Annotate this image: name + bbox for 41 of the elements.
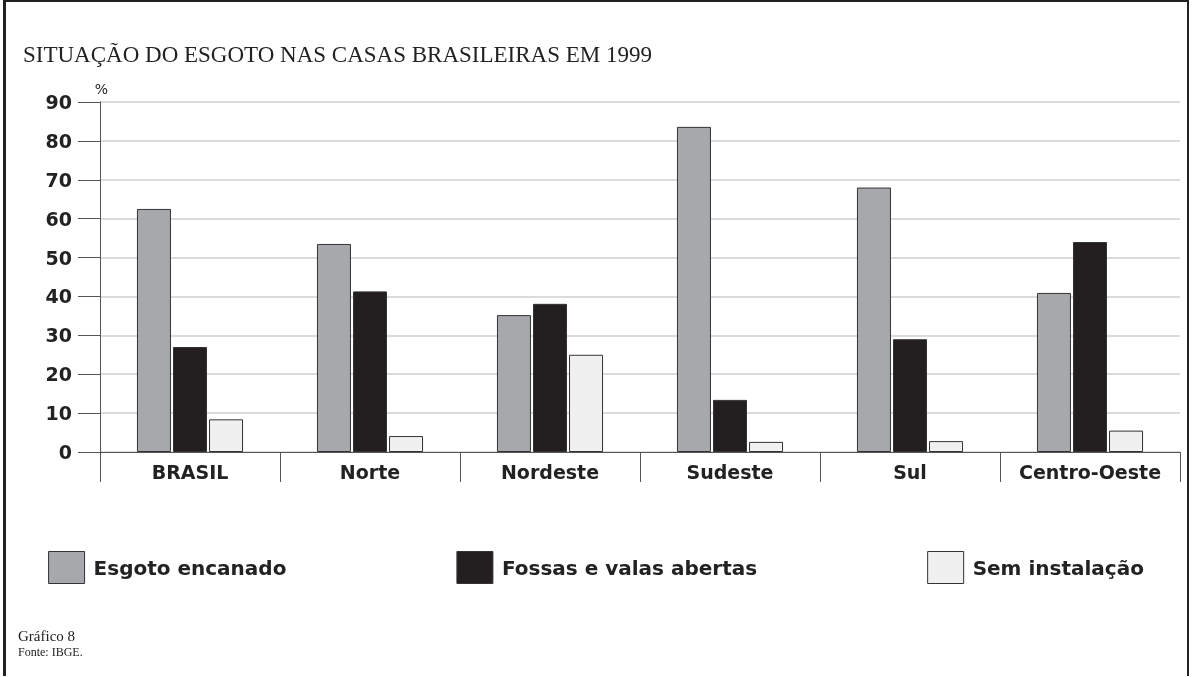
- legend-label: Esgoto encanado: [93, 555, 287, 580]
- x-tick-label: Centro-Oeste: [1018, 460, 1162, 483]
- y-tick-label: 60: [45, 207, 72, 230]
- bar: [389, 436, 424, 452]
- bar: [533, 303, 567, 452]
- y-tick-label: 40: [45, 285, 72, 308]
- bar: [173, 347, 207, 452]
- y-tick-label: 0: [58, 441, 72, 463]
- x-tick-label: BRASIL: [151, 460, 229, 483]
- bar: [1073, 242, 1107, 452]
- bar: [676, 126, 711, 452]
- y-tick-label: 30: [45, 324, 72, 347]
- x-tick-label: Nordeste: [500, 460, 600, 483]
- bar: [713, 399, 747, 452]
- y-tick-label: 10: [45, 402, 72, 425]
- legend-label: Sem instalação: [972, 555, 1144, 580]
- bar: [496, 315, 531, 452]
- x-tick-label: Norte: [339, 460, 401, 483]
- text: Gráfico 8: [18, 627, 76, 644]
- x-tick-label: Sul: [893, 460, 927, 483]
- chart-title: SITUAÇÃO DO ESGOTO NAS CASAS BRASILEIRAS EM 1999: [23, 42, 652, 67]
- y-tick-label: 80: [45, 129, 72, 152]
- y-tick-label: 20: [45, 363, 72, 386]
- y-tick-label: 50: [45, 246, 72, 269]
- bar: [749, 441, 784, 452]
- y-tick-label: 70: [45, 168, 72, 191]
- y-axis-title: %: [94, 81, 108, 97]
- bar: [1036, 292, 1071, 452]
- y-tick-label: 90: [45, 91, 72, 113]
- bar: [353, 291, 387, 452]
- x-tick-label: Sudeste: [686, 460, 774, 483]
- bar: [856, 187, 891, 452]
- bar: [1109, 430, 1144, 452]
- legend-label: Fossas e valas abertas: [501, 555, 758, 580]
- bar: [316, 243, 351, 452]
- bar: [569, 354, 604, 452]
- bar: [136, 208, 171, 452]
- source-note: Fonte: IBGE.: [18, 645, 83, 659]
- bar: [209, 419, 244, 452]
- bar: [929, 441, 964, 452]
- bar: [893, 339, 927, 452]
